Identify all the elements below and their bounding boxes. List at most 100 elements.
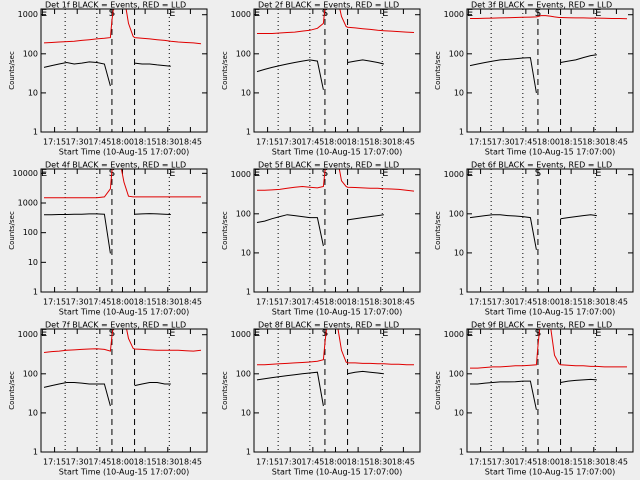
data-line (44, 169, 201, 199)
panel: Det 6f BLACK = Events, RED = LLD Start Ti… (434, 161, 634, 317)
x-tick-label: 18:00 (324, 138, 347, 147)
y-tick-label: 10 (28, 258, 38, 267)
x-tick-label: 18:00 (111, 138, 134, 147)
y-tick-label: 100 (236, 49, 251, 58)
series-group (469, 214, 597, 250)
x-tick-label: 18:30 (582, 458, 605, 467)
x-axis-label: Start Time (10-Aug-15 17:07:00) (272, 308, 403, 317)
y-tick-label: 10 (454, 88, 464, 97)
x-tick-label: 17:15 (469, 458, 492, 467)
x-tick-label: 18:15 (347, 138, 370, 147)
x-tick-label: 18:45 (179, 138, 202, 147)
data-line (43, 382, 171, 407)
panel: Det 8f BLACK = Events, RED = LLD Start Ti… (221, 321, 421, 477)
x-tick-label: 17:15 (256, 138, 279, 147)
series-group (256, 169, 415, 247)
x-tick-label: 17:30 (492, 458, 515, 467)
x-tick-label: 18:30 (156, 138, 179, 147)
y-tick-label: 100 (449, 49, 464, 58)
y-axis-label: Counts/sec (8, 211, 16, 250)
x-tick-label: 17:30 (492, 298, 515, 307)
y-tick-label: 1 (33, 128, 38, 137)
data-line (257, 329, 414, 366)
plot-frame (253, 8, 421, 133)
x-tick-label: 18:30 (369, 298, 392, 307)
x-tick-label: 17:45 (514, 298, 537, 307)
x-tick-label: 18:00 (324, 458, 347, 467)
y-axis-label: Counts/sec (221, 371, 229, 410)
x-axis-label: Start Time (10-Aug-15 17:07:00) (272, 468, 403, 477)
x-tick-label: 17:30 (66, 298, 89, 307)
x-tick-label: 18:30 (369, 458, 392, 467)
y-tick-label: 1 (459, 128, 464, 137)
y-tick-label: 100 (449, 209, 464, 218)
x-axis-label: Start Time (10-Aug-15 17:07:00) (59, 308, 190, 317)
x-tick-label: 17:15 (256, 458, 279, 467)
annotation: E (595, 328, 601, 339)
y-tick-label: 10 (28, 408, 38, 417)
x-tick-label: 17:15 (43, 458, 66, 467)
x-tick-label: 18:30 (156, 458, 179, 467)
annotation: E (382, 8, 388, 19)
x-tick-label: 18:15 (134, 138, 157, 147)
y-tick-label: 1000 (231, 330, 251, 339)
annotation: E (254, 168, 260, 179)
x-tick-label: 18:00 (111, 298, 134, 307)
annotation: E (169, 328, 175, 339)
y-tick-label: 1000 (18, 10, 38, 19)
annotation: E (169, 8, 175, 19)
y-tick-label: 1 (33, 448, 38, 457)
annotation: S (535, 328, 541, 339)
data-line (470, 329, 627, 369)
series-group (469, 15, 628, 93)
y-tick-label: 1 (459, 448, 464, 457)
annotation: S (109, 8, 115, 19)
x-tick-label: 18:45 (179, 458, 202, 467)
x-tick-label: 17:45 (88, 138, 111, 147)
x-tick-label: 17:15 (43, 138, 66, 147)
y-tick-label: 10 (241, 408, 251, 417)
panel: Det 3f BLACK = Events, RED = LLD Start Ti… (434, 1, 634, 157)
y-tick-label: 100 (23, 369, 38, 378)
series-group (256, 9, 415, 90)
x-axis-label: Start Time (10-Aug-15 17:07:00) (272, 148, 403, 157)
annotation: E (467, 328, 473, 339)
x-tick-label: 17:45 (301, 458, 324, 467)
x-axis-label: Start Time (10-Aug-15 17:07:00) (59, 468, 190, 477)
data-line (256, 214, 384, 247)
y-tick-label: 10 (454, 248, 464, 257)
x-axis-label: Start Time (10-Aug-15 17:07:00) (485, 468, 616, 477)
y-tick-label: 10 (241, 88, 251, 97)
data-line (469, 54, 597, 93)
panel: Det 9f BLACK = Events, RED = LLD Start Ti… (434, 321, 634, 477)
panel: Det 4f BLACK = Events, RED = LLD Start Ti… (8, 161, 208, 317)
x-tick-label: 17:30 (66, 458, 89, 467)
x-tick-label: 17:15 (469, 138, 492, 147)
y-tick-label: 100 (236, 369, 251, 378)
x-tick-label: 18:45 (392, 458, 415, 467)
data-line (43, 329, 202, 353)
data-line (257, 9, 415, 34)
panel: Det 2f BLACK = Events, RED = LLD Start Ti… (221, 1, 421, 157)
y-tick-label: 1000 (444, 330, 464, 339)
data-line (469, 214, 597, 250)
x-tick-label: 17:15 (469, 298, 492, 307)
y-tick-label: 1 (246, 448, 251, 457)
plot-frame (40, 8, 208, 133)
data-line (43, 61, 171, 87)
annotation: E (41, 328, 47, 339)
annotation: E (169, 168, 175, 179)
y-tick-label: 10 (28, 88, 38, 97)
x-tick-label: 17:45 (514, 458, 537, 467)
annotation: E (254, 328, 260, 339)
plot-frame (253, 168, 421, 293)
x-tick-label: 18:45 (179, 298, 202, 307)
x-tick-label: 18:30 (582, 138, 605, 147)
y-axis-label: Counts/sec (8, 51, 16, 90)
x-tick-label: 17:30 (492, 138, 515, 147)
y-tick-label: 10000 (13, 169, 38, 178)
x-tick-label: 17:15 (43, 298, 66, 307)
annotation: S (535, 8, 541, 19)
annotation: E (41, 8, 47, 19)
data-line (470, 15, 628, 20)
